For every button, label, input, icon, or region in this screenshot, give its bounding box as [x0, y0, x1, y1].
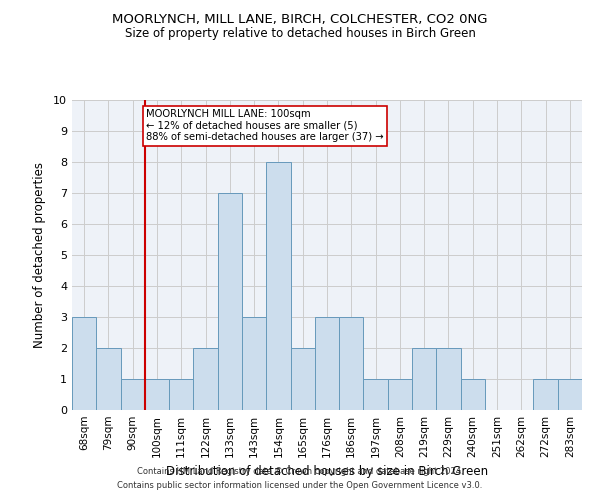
Bar [96, 348, 121, 410]
Bar [218, 193, 242, 410]
Bar [121, 379, 145, 410]
Text: MOORLYNCH, MILL LANE, BIRCH, COLCHESTER, CO2 0NG: MOORLYNCH, MILL LANE, BIRCH, COLCHESTER,… [112, 12, 488, 26]
Bar [388, 379, 412, 410]
Bar [145, 379, 169, 410]
Text: Size of property relative to detached houses in Birch Green: Size of property relative to detached ho… [125, 28, 475, 40]
Bar [558, 379, 582, 410]
Bar [72, 317, 96, 410]
Bar [266, 162, 290, 410]
Bar [290, 348, 315, 410]
Bar [242, 317, 266, 410]
Bar [533, 379, 558, 410]
Bar [364, 379, 388, 410]
Bar [461, 379, 485, 410]
Bar [169, 379, 193, 410]
Bar [339, 317, 364, 410]
Text: MOORLYNCH MILL LANE: 100sqm
← 12% of detached houses are smaller (5)
88% of semi: MOORLYNCH MILL LANE: 100sqm ← 12% of det… [146, 110, 383, 142]
Bar [315, 317, 339, 410]
Bar [412, 348, 436, 410]
Text: Contains HM Land Registry data © Crown copyright and database right 2024.: Contains HM Land Registry data © Crown c… [137, 467, 463, 476]
Bar [436, 348, 461, 410]
X-axis label: Distribution of detached houses by size in Birch Green: Distribution of detached houses by size … [166, 466, 488, 478]
Y-axis label: Number of detached properties: Number of detached properties [33, 162, 46, 348]
Bar [193, 348, 218, 410]
Text: Contains public sector information licensed under the Open Government Licence v3: Contains public sector information licen… [118, 481, 482, 490]
